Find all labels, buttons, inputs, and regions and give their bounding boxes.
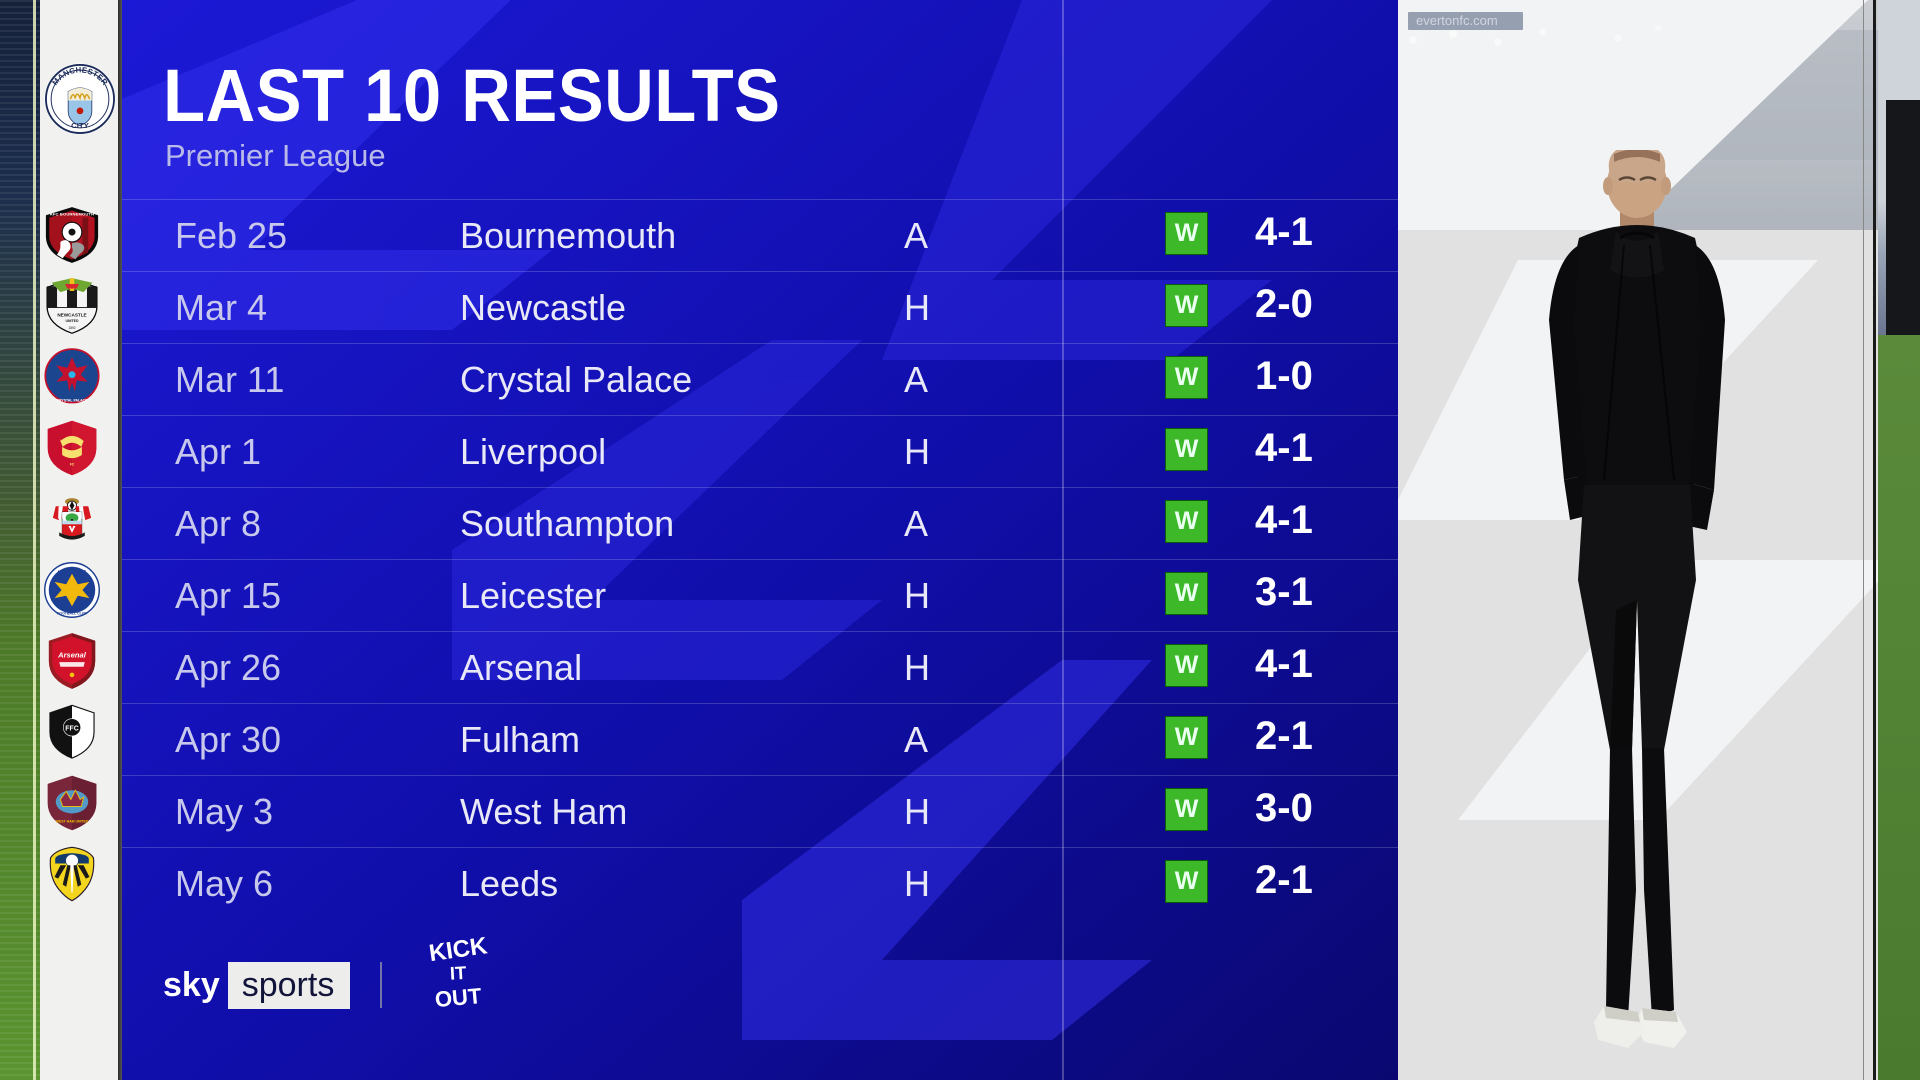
svg-text:UNITED: UNITED [66, 319, 79, 323]
svg-text:evertonfc.com: evertonfc.com [1416, 13, 1498, 28]
svg-text:AFC BOURNEMOUTH: AFC BOURNEMOUTH [50, 211, 94, 216]
svg-text:FOOTBALL CLUB: FOOTBALL CLUB [57, 611, 87, 615]
svg-text:FFC: FFC [65, 725, 79, 732]
svg-text:1892: 1892 [68, 326, 75, 330]
svg-text:IT: IT [450, 962, 468, 984]
svg-text:FC: FC [70, 462, 75, 466]
svg-text:Arsenal: Arsenal [57, 651, 87, 660]
svg-text:WEST HAM UNITED: WEST HAM UNITED [56, 820, 89, 824]
svg-text:CITY: CITY [71, 121, 90, 130]
svg-text:CRYSTAL PALACE: CRYSTAL PALACE [57, 398, 89, 402]
svg-text:NEWCASTLE: NEWCASTLE [57, 312, 86, 317]
svg-text:LIVERPOOL: LIVERPOOL [60, 438, 84, 443]
svg-text:OUT: OUT [434, 983, 483, 1012]
svg-text:LEICESTER CITY: LEICESTER CITY [58, 570, 87, 574]
